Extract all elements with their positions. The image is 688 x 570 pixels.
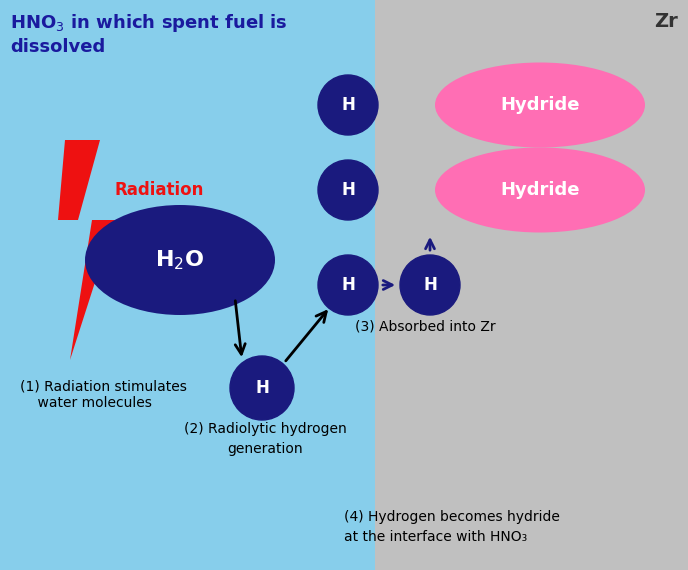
Text: at the interface with HNO₃: at the interface with HNO₃ [344,530,527,544]
Text: (2) Radiolytic hydrogen: (2) Radiolytic hydrogen [184,422,346,436]
Text: Zr: Zr [654,12,678,31]
Circle shape [230,356,294,420]
Text: (1) Radiation stimulates
    water molecules: (1) Radiation stimulates water molecules [20,380,187,410]
Text: Radiation: Radiation [115,181,204,199]
Polygon shape [58,140,115,360]
Text: HNO$_3$ in which spent fuel is: HNO$_3$ in which spent fuel is [10,12,288,34]
Circle shape [318,75,378,135]
Text: H: H [341,96,355,114]
Text: H: H [341,276,355,294]
Circle shape [400,255,460,315]
Text: H: H [341,181,355,199]
Text: (3) Absorbed into Zr: (3) Absorbed into Zr [355,320,495,334]
Text: H$_2$O: H$_2$O [155,248,204,272]
Ellipse shape [435,63,645,148]
Circle shape [318,255,378,315]
Text: Hydride: Hydride [500,96,580,114]
Text: generation: generation [227,442,303,456]
Text: H: H [255,379,269,397]
Text: (4) Hydrogen becomes hydride: (4) Hydrogen becomes hydride [344,510,560,524]
Text: H: H [423,276,437,294]
Circle shape [318,160,378,220]
Ellipse shape [85,205,275,315]
Text: dissolved: dissolved [10,38,105,56]
Text: Hydride: Hydride [500,181,580,199]
Bar [0,0,375,570]
Bar [375,0,688,570]
Ellipse shape [435,148,645,233]
